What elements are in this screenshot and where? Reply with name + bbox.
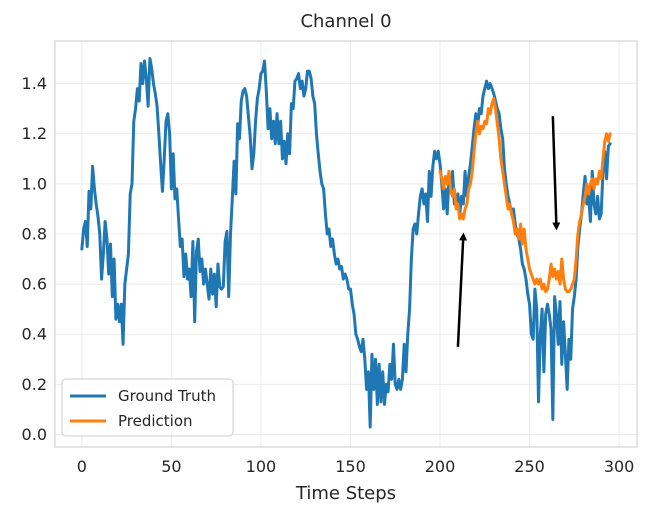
x-axis-label: Time Steps: [295, 483, 396, 504]
series-group: [80, 57, 612, 429]
plot-frame: [54, 40, 638, 448]
series-line-ground-truth: [80, 57, 612, 429]
y-tick-label: 0.4: [22, 325, 47, 344]
y-tick-label: 0.2: [22, 375, 47, 394]
y-tick-label: 0.6: [22, 275, 47, 294]
x-tick-label: 250: [514, 457, 545, 476]
x-tick-label: 100: [246, 457, 277, 476]
x-tick-label: 50: [161, 457, 181, 476]
legend-label-prediction: Prediction: [118, 412, 193, 430]
series-line-prediction: [438, 97, 612, 294]
y-axis: 0.0 0.2 0.4 0.6 0.8 1.0 1.2 1.4: [22, 74, 47, 444]
y-tick-label: 1.2: [22, 124, 47, 143]
y-tick-label: 1.4: [22, 74, 47, 93]
chart-title: Channel 0: [300, 11, 391, 32]
y-tick-label: 0.0: [22, 425, 47, 444]
legend-label-ground-truth: Ground Truth: [118, 387, 216, 405]
x-tick-label: 0: [77, 457, 87, 476]
annotations: [456, 116, 561, 347]
x-axis: 0 50 100 150 200 250 300: [77, 457, 635, 476]
legend: Ground Truth Prediction: [61, 378, 234, 437]
y-tick-label: 1.0: [22, 174, 47, 193]
x-tick-label: 200: [425, 457, 456, 476]
annotation-arrow: [456, 232, 468, 347]
x-tick-label: 150: [335, 457, 366, 476]
annotation-arrow: [551, 116, 561, 231]
x-tick-label: 300: [604, 457, 635, 476]
y-tick-label: 0.8: [22, 224, 47, 243]
